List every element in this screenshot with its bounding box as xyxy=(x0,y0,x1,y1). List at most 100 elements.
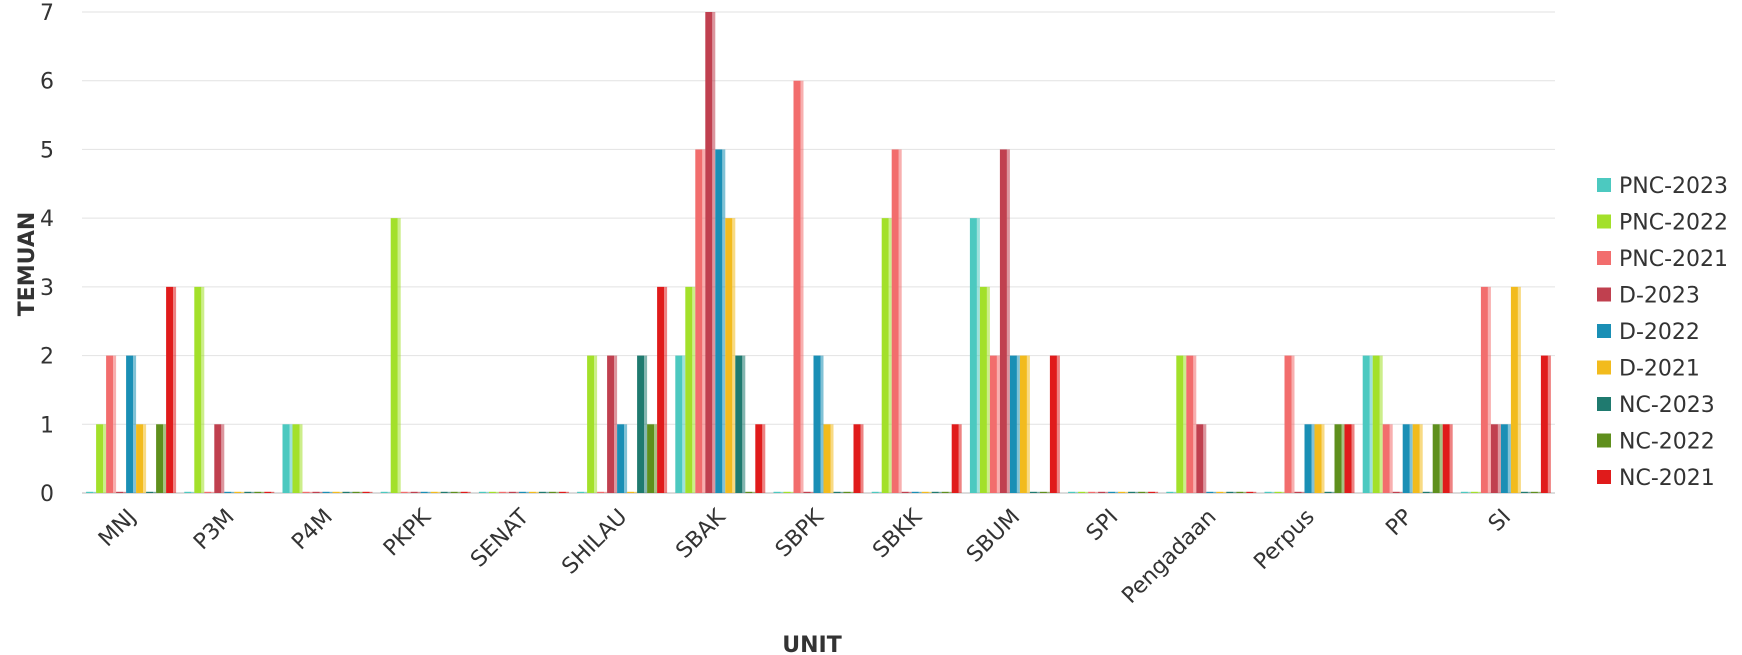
bar-shade xyxy=(319,491,323,493)
bar-face xyxy=(1186,355,1194,493)
legend-swatch xyxy=(1597,178,1611,192)
x-tick-label: PKPK xyxy=(379,504,436,561)
bar-shade xyxy=(830,424,834,493)
bar-shade xyxy=(555,491,559,493)
bar-face xyxy=(146,491,154,493)
bar xyxy=(1530,491,1541,493)
bar-face xyxy=(538,491,546,493)
bar-face xyxy=(460,491,468,493)
bar xyxy=(528,491,539,493)
bar-shade xyxy=(113,355,117,493)
bar-shade xyxy=(800,80,804,493)
legend-swatch xyxy=(1597,360,1611,375)
bar-shade xyxy=(447,491,451,493)
bar xyxy=(430,491,441,493)
bar xyxy=(1216,491,1227,493)
legend-label: PNC-2023 xyxy=(1619,174,1728,199)
bar-face xyxy=(1284,355,1292,493)
bar-shade xyxy=(584,491,588,493)
bar xyxy=(410,491,421,493)
bar-shade xyxy=(850,491,854,493)
bar-face xyxy=(999,149,1007,493)
bar xyxy=(538,491,549,493)
x-tick-label: Perpus xyxy=(1249,505,1319,575)
bar-face xyxy=(548,491,556,493)
bar xyxy=(400,491,411,493)
bar-face xyxy=(508,491,516,493)
bar xyxy=(745,491,756,493)
bar xyxy=(1372,355,1383,493)
bar-face xyxy=(921,491,929,493)
bar xyxy=(1314,424,1325,493)
bar-shade xyxy=(1341,424,1345,493)
bar xyxy=(1009,355,1020,493)
bar xyxy=(715,149,726,493)
bar-shade xyxy=(231,491,235,493)
bar-face xyxy=(1108,491,1116,493)
bar xyxy=(783,491,794,493)
y-tick-label: 5 xyxy=(40,138,54,163)
bar-shade xyxy=(565,491,569,493)
bar-face xyxy=(1402,424,1410,493)
bar xyxy=(166,286,177,493)
bar xyxy=(1412,424,1423,493)
bar-face xyxy=(1216,491,1224,493)
y-tick-label: 1 xyxy=(40,413,54,438)
bar-face xyxy=(184,491,192,493)
bar-face xyxy=(400,491,408,493)
bar-face xyxy=(1382,424,1390,493)
legend-label: PNC-2022 xyxy=(1619,211,1728,236)
bar-face xyxy=(1118,491,1126,493)
bar xyxy=(1148,491,1159,493)
legend-label: D-2023 xyxy=(1619,284,1700,309)
bar xyxy=(488,491,499,493)
bar xyxy=(390,218,401,493)
bar-face xyxy=(773,491,781,493)
bar-shade xyxy=(1115,491,1119,493)
y-axis-ticks: 0 1 2 3 4 5 6 7 xyxy=(40,1,54,507)
bar xyxy=(1324,491,1335,493)
bar-shade xyxy=(133,355,137,493)
bar xyxy=(695,149,706,493)
bar-shade xyxy=(1477,491,1481,493)
bar xyxy=(1108,491,1119,493)
legend-swatch xyxy=(1597,470,1611,484)
bar-face xyxy=(725,218,733,493)
bar xyxy=(999,149,1010,493)
bar-shade xyxy=(153,491,157,493)
bar-shade xyxy=(309,491,313,493)
bar xyxy=(833,491,844,493)
bar-face xyxy=(1500,424,1508,493)
y-tick-label: 0 xyxy=(40,482,54,507)
bar xyxy=(1029,491,1040,493)
bar-face xyxy=(116,491,124,493)
bar-face xyxy=(607,355,615,493)
bar-shade xyxy=(525,491,529,493)
bar-face xyxy=(106,355,114,493)
bar-face xyxy=(1362,355,1370,493)
bar xyxy=(773,491,784,493)
bar-face xyxy=(881,218,889,493)
bar-face xyxy=(126,355,134,493)
bar-face xyxy=(1314,424,1322,493)
bar-face xyxy=(1460,491,1468,493)
legend-item: NC-2023 xyxy=(1597,393,1715,418)
bar-face xyxy=(931,491,939,493)
legend-item: PNC-2022 xyxy=(1597,211,1728,236)
bar-face xyxy=(332,491,340,493)
bar-shade xyxy=(359,491,363,493)
bar-face xyxy=(450,491,458,493)
bar-face xyxy=(1490,424,1498,493)
y-tick-label: 3 xyxy=(40,276,54,301)
bar-shade xyxy=(1173,491,1177,493)
legend: PNC-2023 PNC-2022 PNC-2021 D-2023 D-2022 D-20… xyxy=(1597,174,1728,491)
bar-shade xyxy=(457,491,461,493)
bar xyxy=(312,491,323,493)
bars xyxy=(86,12,1551,493)
legend-item: NC-2021 xyxy=(1597,466,1715,491)
x-tick-label: SBUM xyxy=(962,505,1025,568)
bar-face xyxy=(1138,491,1146,493)
bar-face xyxy=(1176,355,1184,493)
legend-label: NC-2022 xyxy=(1619,430,1715,455)
bar-face xyxy=(597,491,605,493)
